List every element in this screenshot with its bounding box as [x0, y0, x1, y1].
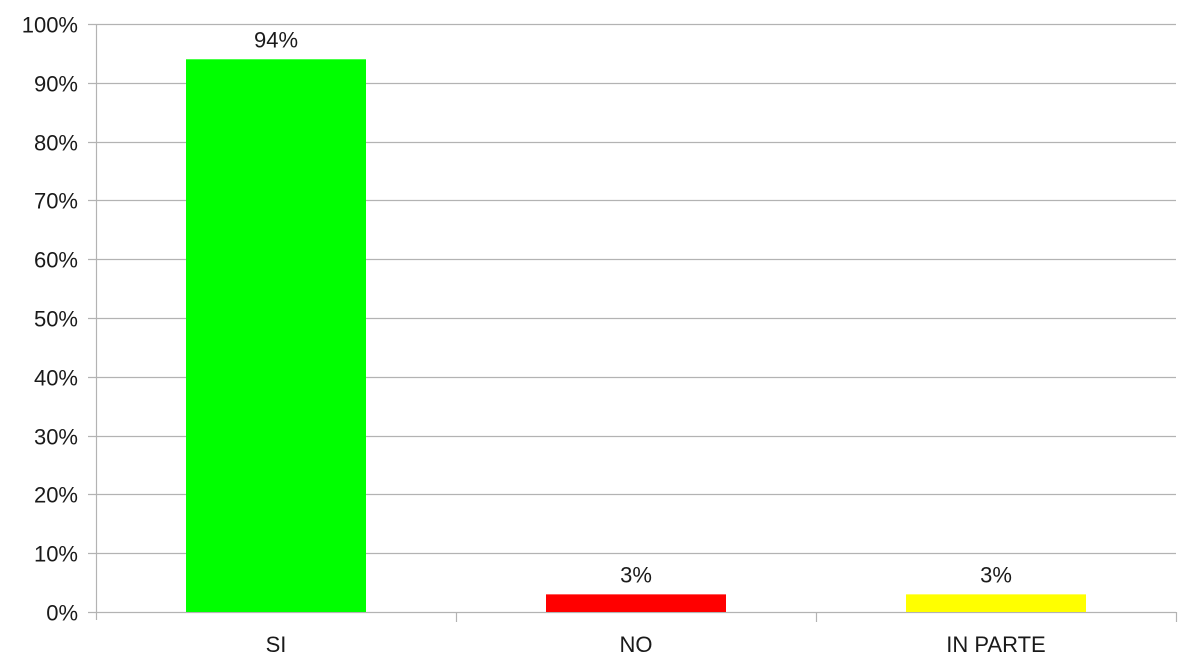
data-label: 94% [254, 27, 298, 52]
y-tick-label: 10% [34, 542, 78, 567]
y-tick-label: 60% [34, 248, 78, 273]
y-tick-label: 0% [46, 601, 78, 626]
y-tick-label: 90% [34, 72, 78, 97]
y-tick-label: 50% [34, 307, 78, 332]
y-tick-label: 80% [34, 131, 78, 156]
x-axis: SI NO IN PARTE [95, 24, 1178, 657]
data-labels: 94% 3% 3% [254, 27, 1012, 587]
bar-si [186, 59, 366, 612]
y-tick-label: 100% [22, 13, 78, 38]
y-tick-label: 70% [34, 189, 78, 214]
x-tick-label: SI [266, 632, 287, 657]
y-tick-label: 30% [34, 425, 78, 450]
y-tick-label: 20% [34, 483, 78, 508]
bar-no [546, 594, 726, 612]
x-tick-label: NO [620, 632, 653, 657]
bar-in-parte [906, 594, 1086, 612]
data-label: 3% [620, 562, 652, 587]
y-tick-label: 40% [34, 366, 78, 391]
data-label: 3% [980, 562, 1012, 587]
y-axis-ticks: 0% 10% 20% 30% 40% 50% 60% 70% 80% 90% 100% [22, 13, 78, 626]
bars [186, 59, 1086, 612]
x-tick-label: IN PARTE [946, 632, 1045, 657]
